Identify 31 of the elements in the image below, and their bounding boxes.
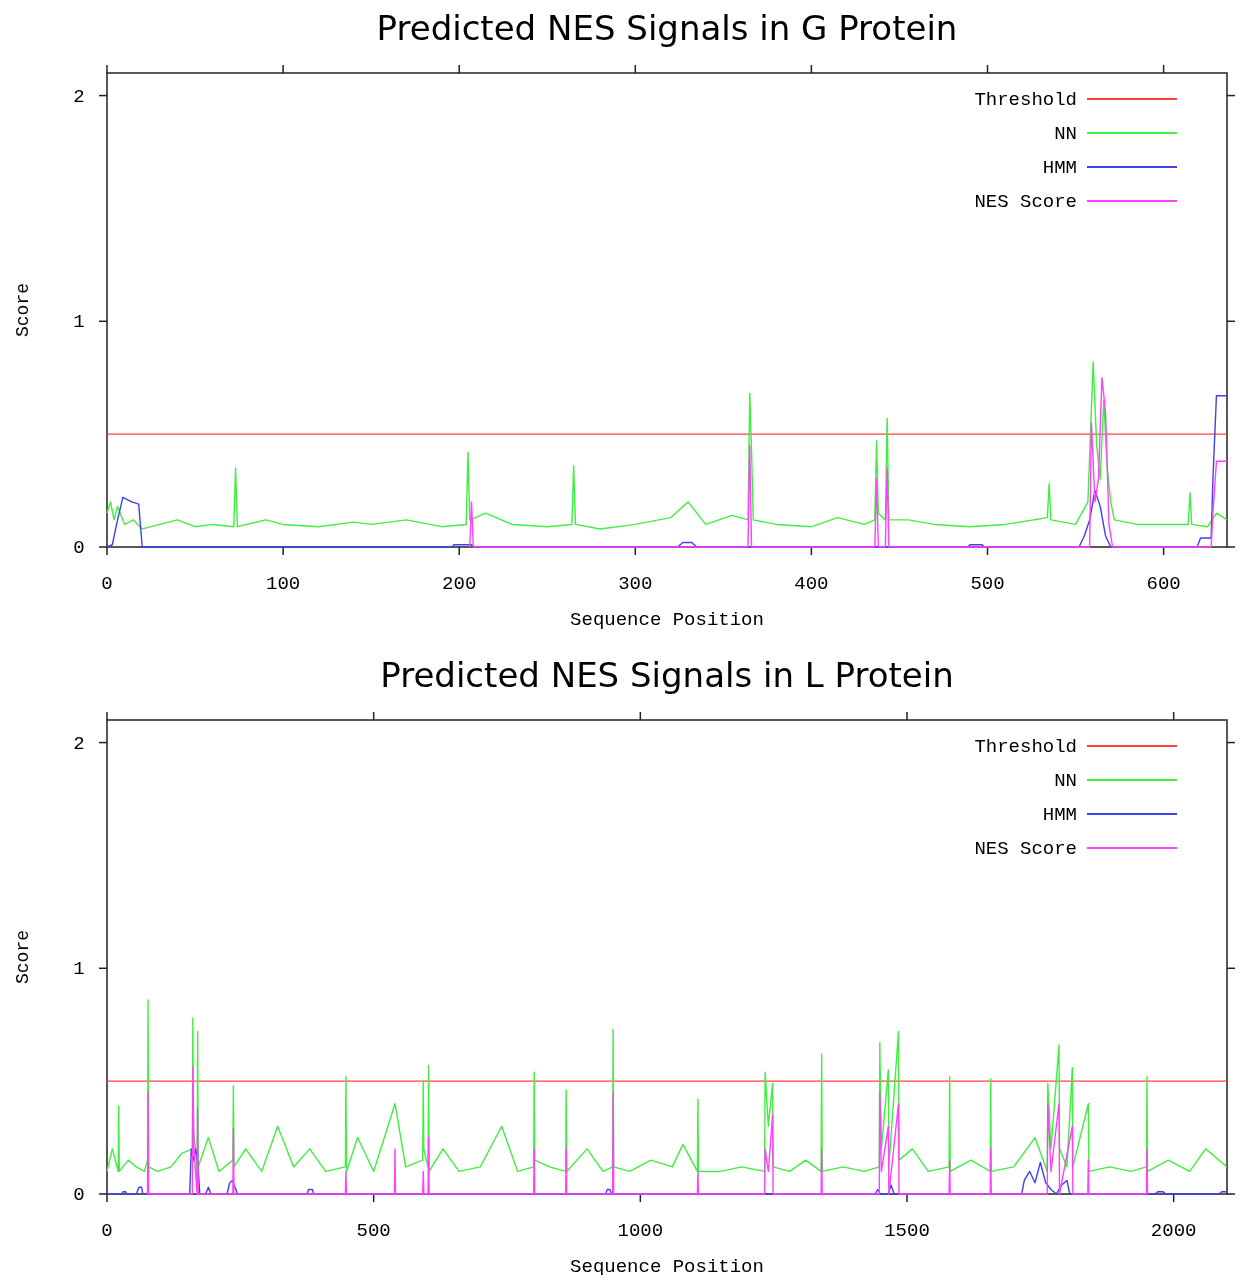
y-tick-label: 1 — [73, 958, 85, 981]
chart-title: Predicted NES Signals in G Protein — [376, 8, 958, 48]
y-tick-label: 0 — [73, 537, 85, 559]
legend-label: Threshold — [974, 89, 1077, 111]
x-tick-label: 1000 — [617, 1220, 664, 1242]
x-tick-label: 2000 — [1150, 1220, 1197, 1242]
x-tick-label: 100 — [265, 573, 301, 595]
chart-title: Predicted NES Signals in L Protein — [380, 655, 954, 695]
y-axis-title: Score — [13, 282, 33, 338]
x-tick-label: 500 — [970, 573, 1005, 595]
x-tick-label: 0 — [101, 1220, 113, 1242]
y-tick-label: 0 — [73, 1184, 85, 1206]
x-axis-title: Sequence Position — [570, 609, 764, 631]
y-axis-title: Score — [13, 929, 33, 985]
x-tick-label: 0 — [101, 573, 113, 595]
legend-label: NN — [1054, 770, 1077, 792]
y-tick-label: 1 — [73, 311, 85, 334]
legend-label: NES Score — [974, 838, 1077, 860]
legend-label: NES Score — [974, 191, 1077, 213]
legend-label: HMM — [1042, 804, 1077, 826]
y-tick-label: 2 — [73, 732, 85, 755]
legend-label: Threshold — [974, 736, 1077, 758]
x-tick-label: 200 — [442, 573, 477, 595]
x-tick-label: 1500 — [884, 1220, 930, 1242]
x-tick-label: 600 — [1146, 573, 1181, 595]
x-tick-label: 400 — [794, 573, 829, 595]
x-tick-label: 300 — [618, 573, 653, 595]
legend-label: HMM — [1042, 157, 1077, 179]
x-tick-label: 500 — [356, 1220, 391, 1242]
y-tick-label: 2 — [73, 85, 85, 108]
legend-label: NN — [1054, 123, 1077, 145]
